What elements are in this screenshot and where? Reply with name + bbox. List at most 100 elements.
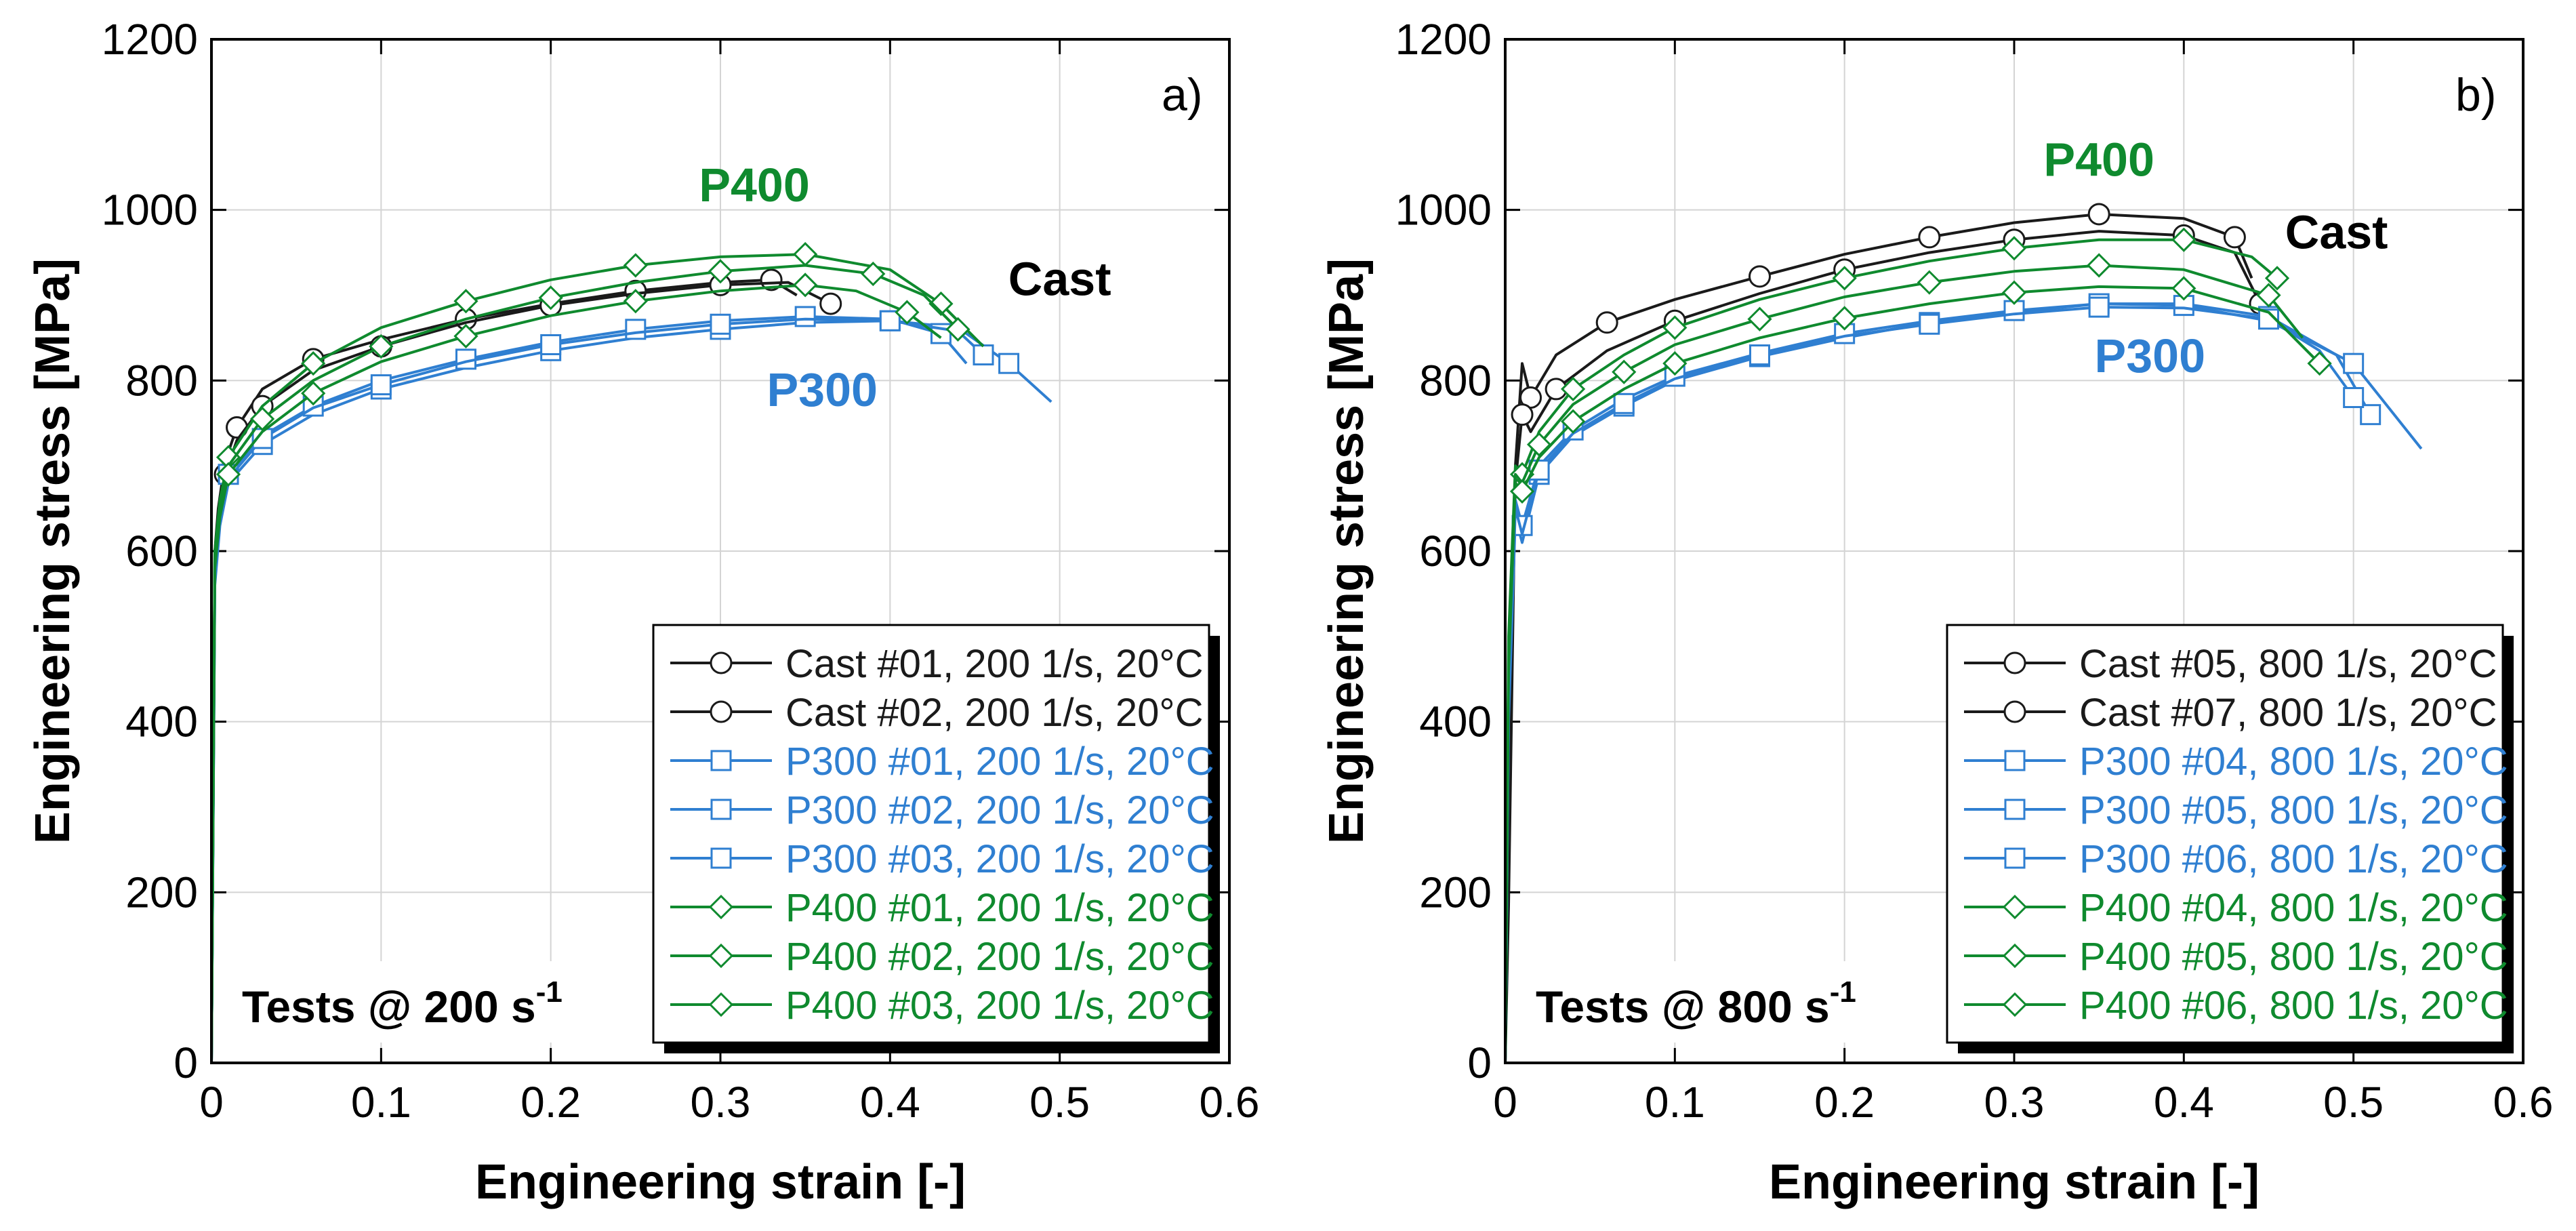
series-line: [211, 264, 959, 1063]
plot-frame: [210, 38, 1231, 1064]
panel-label: b): [2455, 69, 2496, 121]
marker-diamond: [2256, 283, 2281, 308]
marker-square: [2004, 847, 2026, 869]
legend-label: P300 #06, 800 1/s, 20°C: [2079, 837, 2508, 881]
legend-label: P400 #05, 800 1/s, 20°C: [2079, 935, 2508, 979]
y-tick-label: 200: [125, 868, 198, 916]
legend-label: Cast #05, 800 1/s, 20°C: [2079, 642, 2497, 686]
marker-circle: [710, 651, 733, 674]
legend-label: P300 #05, 800 1/s, 20°C: [2079, 788, 2508, 832]
marker-square: [2343, 352, 2365, 374]
marker-square: [2360, 404, 2381, 426]
marker-square: [1919, 313, 1940, 335]
legend-item: P400 #02, 200 1/s, 20°C: [670, 935, 1214, 979]
x-tick-label: 0.4: [2154, 1078, 2214, 1127]
legend-label: P400 #03, 200 1/s, 20°C: [785, 984, 1214, 1028]
marker-diamond: [538, 285, 563, 310]
marker-diamond: [1561, 409, 1586, 434]
marker-diamond: [1832, 266, 1857, 291]
marker-circle: [1595, 311, 1618, 334]
series-p400-7: [211, 273, 942, 1063]
legend-item: P400 #04, 800 1/s, 20°C: [1964, 886, 2508, 930]
legend-label: P300 #02, 200 1/s, 20°C: [785, 788, 1214, 832]
tests-label-sup: -1: [536, 975, 563, 1009]
annotation-cast: Cast: [2285, 205, 2388, 258]
marker-square: [710, 799, 732, 820]
marker-square: [2004, 750, 2026, 771]
marker-diamond: [928, 291, 954, 317]
legend-label: Cast #02, 200 1/s, 20°C: [785, 691, 1203, 735]
marker-circle: [1511, 403, 1534, 426]
marker-diamond: [793, 273, 818, 298]
marker-square: [2004, 799, 2026, 820]
x-tick-label: 0.1: [351, 1078, 411, 1127]
y-tick-label: 200: [1419, 868, 1492, 916]
x-tick-label: 0: [199, 1078, 224, 1127]
marker-diamond: [2171, 276, 2196, 301]
y-tick-label: 0: [173, 1038, 198, 1087]
series-group: [1505, 203, 2423, 1063]
annotation-p400: P400: [699, 159, 809, 211]
legend: Cast #01, 200 1/s, 20°C Cast #02, 200 1/s…: [652, 624, 1220, 1053]
series-p400-5: [211, 241, 985, 1063]
x-tick-label: 0.2: [520, 1078, 581, 1127]
marker-square: [1613, 392, 1635, 414]
tests-label-sup: -1: [1830, 975, 1856, 1009]
marker-diamond: [793, 241, 818, 267]
marker-diamond: [1917, 270, 1942, 295]
legend-label: P400 #01, 200 1/s, 20°C: [785, 886, 1214, 930]
y-tick-label: 1000: [102, 186, 198, 235]
marker-circle: [1749, 265, 1771, 288]
legend-item: P300 #04, 800 1/s, 20°C: [1964, 740, 2508, 784]
marker-square: [370, 374, 392, 396]
series-p400-7: [1505, 276, 2332, 1063]
marker-diamond: [301, 351, 326, 376]
legend-item: P400 #05, 800 1/s, 20°C: [1964, 935, 2508, 979]
marker-square: [625, 319, 647, 340]
marker-diamond: [623, 289, 648, 314]
marker-diamond: [2001, 280, 2027, 305]
x-tick-label: 0.3: [1984, 1078, 2045, 1127]
legend-item: P400 #06, 800 1/s, 20°C: [1964, 984, 2508, 1028]
tests-label-bg: [1522, 961, 1915, 1043]
marker-diamond: [1509, 479, 1535, 504]
tests-label-prefix: Tests @ 800 s: [1536, 982, 1830, 1032]
marker-diamond: [1662, 351, 1688, 376]
marker-diamond: [1832, 306, 1857, 331]
marker-diamond: [1612, 359, 1637, 384]
series-p400-6: [1505, 253, 2304, 1063]
legend-item: P300 #06, 800 1/s, 20°C: [1964, 837, 2508, 881]
marker-circle: [760, 268, 783, 291]
y-axis-title: Engineering stress [MPa]: [26, 258, 80, 844]
x-tick-label: 0.6: [1200, 1078, 1260, 1127]
series-p400-5: [1505, 227, 2290, 1063]
legend-label: P300 #03, 200 1/s, 20°C: [785, 837, 1214, 881]
marker-circle: [2003, 651, 2026, 674]
x-tick-label: 0.5: [1029, 1078, 1090, 1127]
marker-diamond: [861, 261, 886, 287]
marker-diamond: [2307, 351, 2332, 376]
chart-panel-a: 0 0.1 0.2 0.3 0.4 0.5 0.6 0 200 400 600 800 1000 1200…: [26, 15, 1259, 1209]
annotation-p300: P300: [766, 363, 877, 416]
series-line: [1505, 264, 2304, 1063]
legend-box: [1946, 624, 2504, 1044]
legend-label: Cast #07, 800 1/s, 20°C: [2079, 691, 2497, 735]
marker-diamond: [1662, 315, 1688, 340]
annotation-p300: P300: [2095, 329, 2205, 382]
x-tick-label: 0.3: [691, 1078, 751, 1127]
x-tick-label: 0.6: [2493, 1078, 2554, 1127]
annotation-p400: P400: [2043, 133, 2154, 186]
marker-circle: [1918, 226, 1941, 249]
y-tick-label: 1200: [102, 15, 198, 64]
marker-diamond: [453, 289, 478, 314]
legend-item: P300 #01, 200 1/s, 20°C: [670, 740, 1214, 784]
x-tick-label: 0: [1493, 1078, 1517, 1127]
legend-item: P300 #05, 800 1/s, 20°C: [1964, 788, 2508, 832]
marker-diamond: [1747, 306, 1772, 331]
marker-circle: [710, 700, 733, 723]
legend-item: Cast #07, 800 1/s, 20°C: [1964, 691, 2497, 735]
legend-label: Cast #01, 200 1/s, 20°C: [785, 642, 1203, 686]
marker-square: [973, 344, 994, 366]
marker-circle: [2223, 226, 2246, 249]
marker-circle: [2087, 203, 2110, 226]
